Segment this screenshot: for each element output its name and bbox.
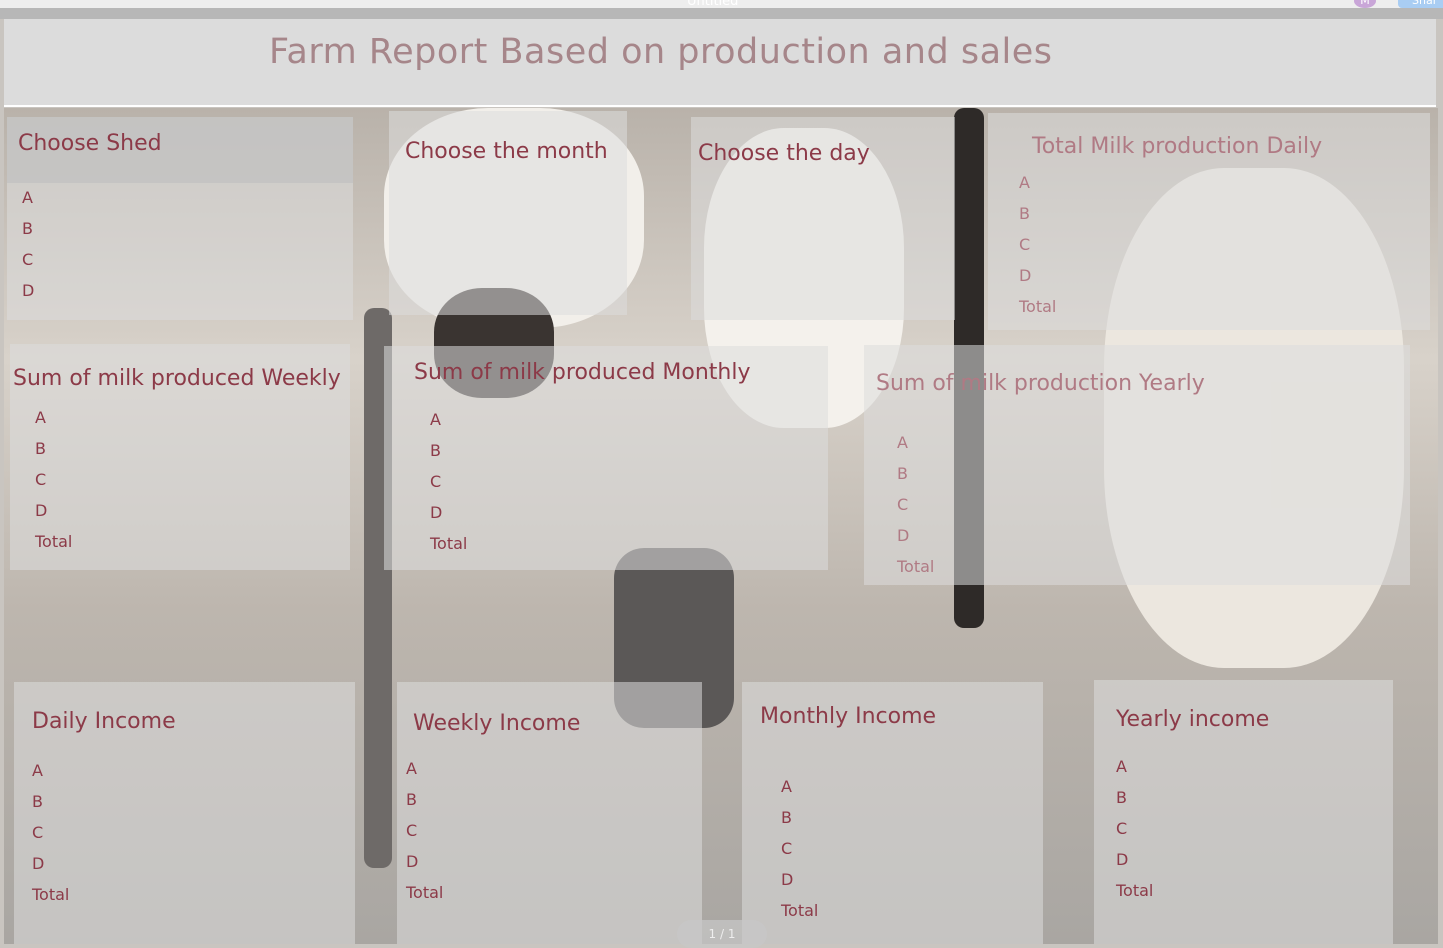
row-label: A [32, 761, 43, 780]
row-label: D [1116, 850, 1129, 869]
table-panel [397, 682, 702, 944]
row-label: D [430, 503, 443, 522]
toolbar-strip [0, 8, 1443, 19]
panel-title: Monthly Income [760, 704, 937, 729]
row-label: B [35, 439, 46, 458]
row-label: C [781, 839, 793, 858]
row-label: B [781, 808, 792, 827]
row-label: Total [430, 534, 468, 553]
page-label: 1 / 1 [708, 927, 736, 941]
header [4, 19, 1436, 107]
row-label: B [897, 464, 908, 483]
row-label: B [406, 790, 417, 809]
table-panel [10, 344, 350, 570]
row-label: B [1019, 204, 1030, 223]
row-label: Total [35, 532, 73, 551]
row-label: Total [781, 901, 819, 920]
row-label: A [897, 433, 908, 452]
row-label: D [897, 526, 910, 545]
row-label: C [430, 472, 442, 491]
row-label: Total [1019, 297, 1057, 316]
panel-title: Choose the day [698, 141, 870, 166]
row-label: A [35, 408, 46, 427]
row-label: C [897, 495, 909, 514]
table-panel [742, 682, 1043, 944]
table-panel [988, 113, 1430, 330]
row-label: Total [406, 883, 444, 902]
row-label: Total [897, 557, 935, 576]
panel-title: Choose the month [405, 139, 608, 164]
panel-title: Choose Shed [18, 131, 162, 156]
share-button[interactable]: Shar [1398, 0, 1443, 8]
row-label: D [32, 854, 45, 873]
row-label: B [1116, 788, 1127, 807]
panel-title: Yearly income [1116, 707, 1270, 732]
table-panel [1094, 680, 1393, 944]
row-label: D [35, 501, 48, 520]
panel-title: Sum of milk produced Weekly [13, 366, 341, 391]
row-label[interactable]: B [22, 219, 33, 238]
avatar[interactable]: M [1354, 0, 1376, 8]
row-label[interactable]: A [22, 188, 33, 207]
panel-title: Daily Income [32, 709, 176, 734]
row-label: C [35, 470, 47, 489]
toolbar: Untitled M Shar [0, 0, 1443, 8]
row-label: A [430, 410, 441, 429]
panel-title: Total Milk production Daily [1032, 134, 1323, 159]
row-label: C [1116, 819, 1128, 838]
panel-title: Sum of milk produced Monthly [414, 360, 751, 385]
row-label: D [781, 870, 794, 889]
row-label: C [1019, 235, 1031, 254]
row-label[interactable]: D [22, 281, 35, 300]
row-label: C [406, 821, 418, 840]
panel-title: Weekly Income [413, 711, 581, 736]
row-label: A [406, 759, 417, 778]
table-panel [384, 346, 828, 570]
pager[interactable]: 1 / 1 [677, 920, 767, 948]
row-label: B [32, 792, 43, 811]
panel-header [7, 117, 353, 183]
doc-title[interactable]: Untitled [687, 0, 739, 8]
row-label: A [1116, 757, 1127, 776]
row-label: C [32, 823, 44, 842]
table-panel [864, 345, 1410, 585]
table-panel [14, 682, 355, 944]
row-label[interactable]: C [22, 250, 34, 269]
row-label: Total [1116, 881, 1154, 900]
panel-title: Sum of milk production Yearly [876, 371, 1205, 396]
row-label: Total [32, 885, 70, 904]
filter-control[interactable] [691, 117, 955, 320]
row-label: A [1019, 173, 1030, 192]
filter-control[interactable] [389, 111, 627, 315]
row-label: D [406, 852, 419, 871]
row-label: D [1019, 266, 1032, 285]
row-label: A [781, 777, 792, 796]
row-label: B [430, 441, 441, 460]
report-title: Farm Report Based on production and sale… [269, 32, 1053, 72]
